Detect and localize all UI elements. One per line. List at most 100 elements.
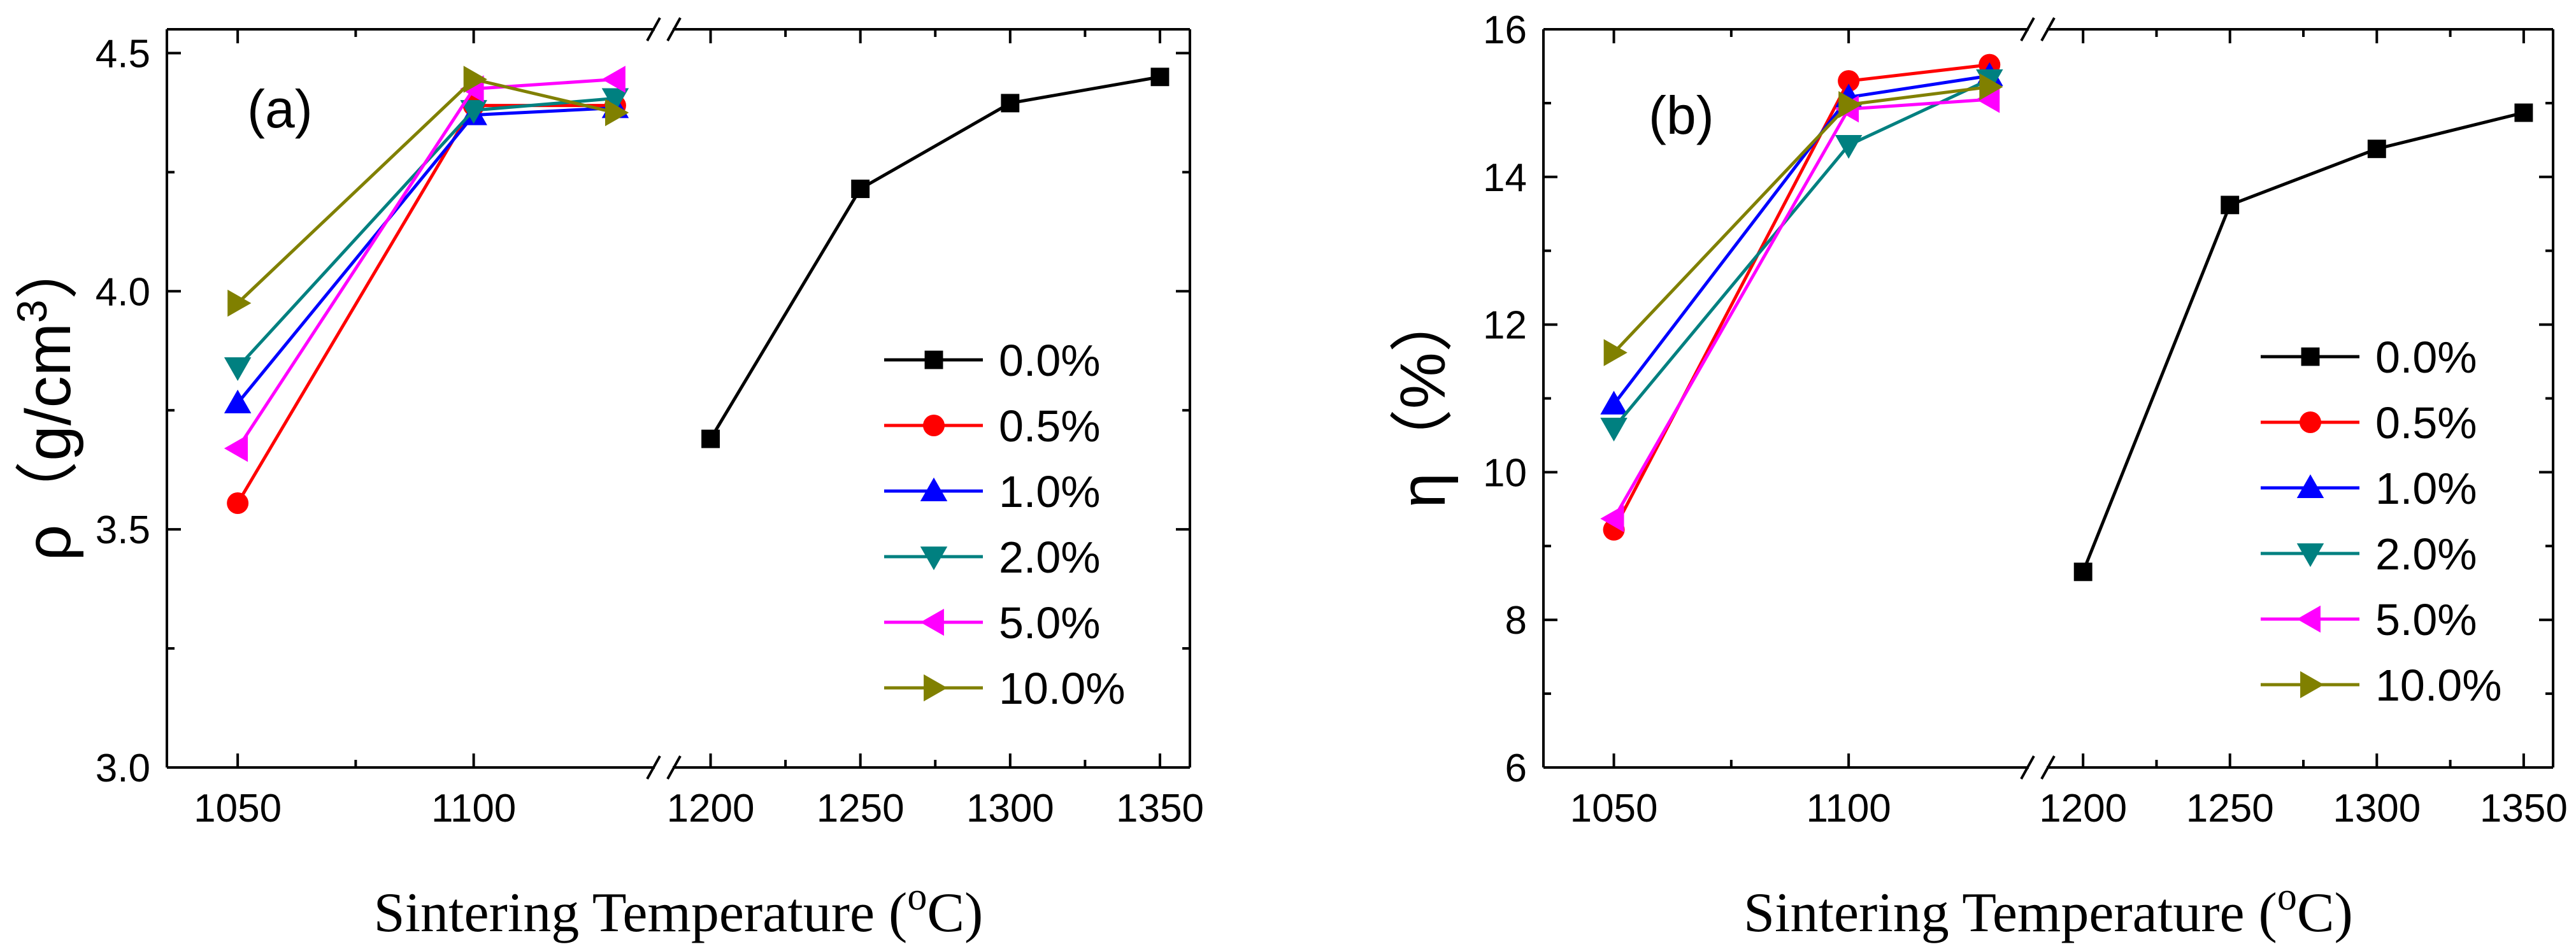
y-axis-label-symbol: ρ <box>13 525 84 561</box>
axis-break-slash <box>666 17 682 41</box>
data-point <box>224 389 252 413</box>
y-tick-label: 6 <box>1505 746 1527 790</box>
y-axis-label: η（%） <box>1387 289 1459 508</box>
legend-item: 0.5% <box>2261 398 2477 448</box>
axis-break-bottom <box>2020 755 2056 780</box>
data-point <box>2367 139 2386 159</box>
data-point <box>1838 70 1860 92</box>
legend-item: 1.0% <box>2261 464 2477 513</box>
data-point <box>1150 68 1170 87</box>
data-point <box>701 429 720 448</box>
data-point <box>1979 73 2003 101</box>
y-axis-label-symbol: η <box>1387 473 1459 508</box>
legend-label: 2.0% <box>999 532 1101 582</box>
data-point <box>605 99 629 127</box>
x-tick-label: 1250 <box>2186 787 2274 831</box>
x-axis-label-text: Sintering Temperature ( <box>374 882 908 944</box>
data-point <box>1001 94 1020 113</box>
x-axis-label-sup: o <box>2277 875 2297 918</box>
series-5.0% <box>1600 85 2000 532</box>
data-point <box>1976 85 2000 113</box>
axis-break-bottom <box>646 755 682 780</box>
data-point <box>2514 103 2533 122</box>
x-tick-label: 1350 <box>2480 787 2568 831</box>
legend-label: 5.0% <box>999 598 1101 648</box>
legend-item: 2.0% <box>884 532 1101 582</box>
y-tick-label: 4.5 <box>96 32 150 76</box>
legend-item: 0.0% <box>884 336 1101 385</box>
legend-label: 10.0% <box>2375 660 2501 710</box>
data-point <box>601 88 629 112</box>
legend-label: 0.5% <box>2375 398 2477 448</box>
legend-label: 10.0% <box>999 664 1125 713</box>
y-axis-label-unit: % <box>1387 352 1459 409</box>
y-axis-label: ρ（g/cm3） <box>8 236 84 560</box>
x-tick-label: 1350 <box>1116 787 1204 831</box>
axis-break-top <box>2020 17 2056 41</box>
x-axis-label-text: Sintering Temperature ( <box>1743 882 2277 944</box>
y-tick-label: 16 <box>1483 8 1527 52</box>
y-axis-label-paren-close: ） <box>1387 289 1459 352</box>
series-10.0% <box>1603 73 2003 366</box>
legend-item: 2.0% <box>2261 529 2477 579</box>
y-axis-label-sup: 3 <box>8 299 55 323</box>
axis-break-slash <box>666 755 682 780</box>
series-line <box>1612 97 1990 520</box>
legend-label: 2.0% <box>2375 529 2477 579</box>
axis-break-top <box>646 17 682 41</box>
data-point <box>1600 505 1624 532</box>
data-point <box>1838 90 1863 118</box>
legend-item: 10.0% <box>2261 660 2501 710</box>
legend-item: 10.0% <box>884 664 1125 713</box>
series-0.0% <box>2073 103 2533 582</box>
y-axis-label-paren-open: （ <box>1387 409 1459 473</box>
x-axis-label-end: C) <box>927 882 983 944</box>
legend-item: 0.5% <box>884 401 1101 451</box>
data-point <box>601 66 626 93</box>
y-axis-label-paren-open: （ <box>13 461 84 525</box>
axis-break-slash <box>2040 755 2056 780</box>
y-tick-label: 14 <box>1483 156 1527 200</box>
panel-label: (a) <box>247 79 313 139</box>
legend-label: 0.0% <box>999 336 1101 385</box>
x-axis-label-end: C) <box>2297 882 2353 944</box>
axis-break-slash <box>646 17 661 41</box>
y-tick-label: 8 <box>1505 599 1527 643</box>
data-point <box>227 492 249 515</box>
x-axis-label: Sintering Temperature (oC) <box>374 875 984 944</box>
legend-marker <box>2301 347 2320 366</box>
data-point <box>224 357 252 382</box>
legend-marker <box>920 546 948 571</box>
y-tick-label: 4.0 <box>96 270 150 314</box>
data-point <box>2221 196 2240 215</box>
data-point <box>463 66 487 93</box>
y-tick-label: 3.0 <box>96 746 150 790</box>
legend-marker <box>2300 411 2321 433</box>
data-point <box>1603 339 1628 366</box>
y-axis-label-unit: g/cm <box>13 323 84 461</box>
legend: 0.0% 0.5% 1.0% 2.0% 5.0% 10.0% <box>884 336 1125 713</box>
x-axis-label-sup: o <box>907 875 927 918</box>
axis-break-slash <box>2020 17 2035 41</box>
legend-item: 0.0% <box>2261 332 2477 382</box>
legend-item: 1.0% <box>884 467 1101 517</box>
series-0.0% <box>701 68 1170 448</box>
legend-marker <box>2296 474 2324 498</box>
y-axis-label-paren-close: ） <box>13 236 84 299</box>
legend-marker <box>923 415 945 436</box>
data-point <box>851 180 870 198</box>
x-tick-label: 1250 <box>817 787 905 831</box>
series-line <box>2081 111 2524 573</box>
legend-item: 5.0% <box>884 598 1101 648</box>
legend-marker <box>2296 543 2324 567</box>
legend-item: 5.0% <box>2261 595 2477 645</box>
data-point <box>2073 562 2093 582</box>
data-point <box>1835 135 1863 159</box>
legend-marker <box>924 350 943 369</box>
y-tick-label: 10 <box>1483 451 1527 495</box>
axes-frame <box>166 28 1191 769</box>
series-0.5% <box>227 94 626 515</box>
series-1.0% <box>224 94 629 413</box>
